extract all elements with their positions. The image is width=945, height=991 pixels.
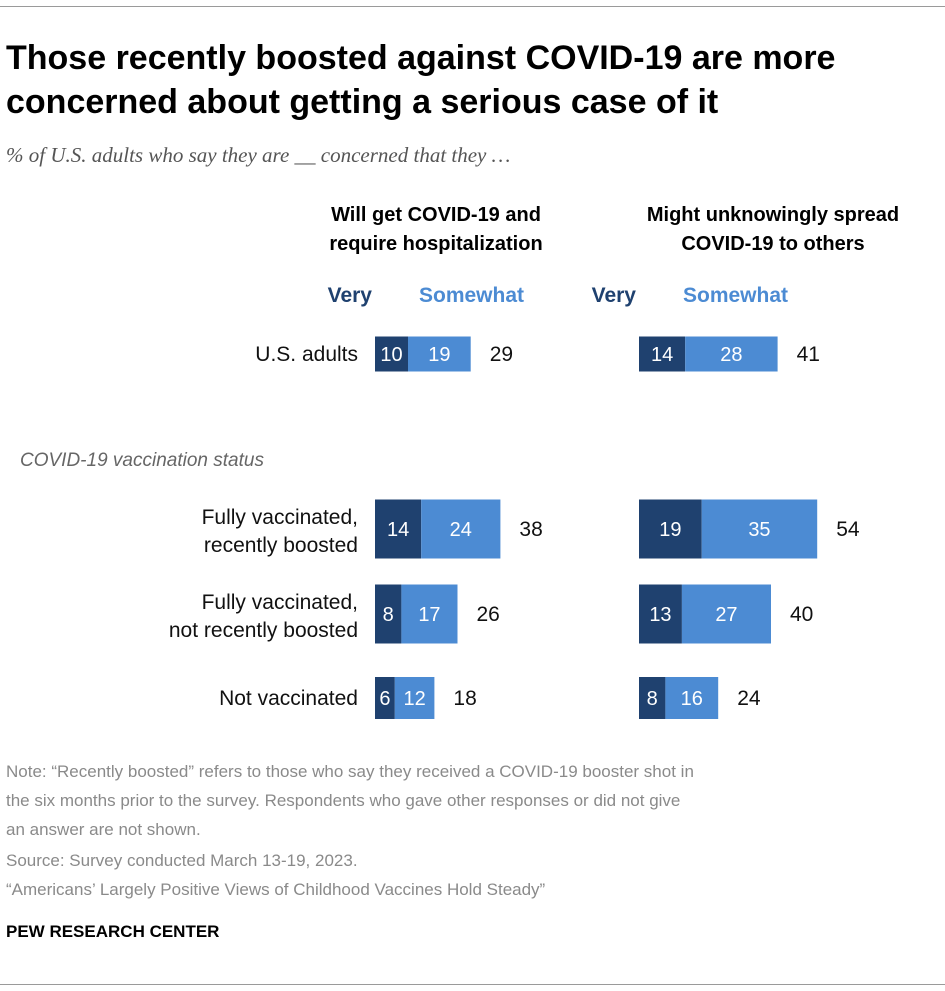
label-very-row-1-panel-1: 10 [380, 344, 402, 366]
label-net-row-3-panel-2: 40 [790, 603, 813, 626]
label-very-row-2-panel-2: 19 [659, 519, 681, 541]
bar-somewhat-row-1-panel-2 [685, 336, 778, 372]
label-somewhat-row-3-panel-1: 17 [418, 604, 440, 626]
label-somewhat-row-4-panel-1: 12 [403, 688, 425, 710]
bar-somewhat-row-4-panel-1 [394, 677, 435, 719]
label-net-row-1-panel-2: 41 [797, 343, 820, 366]
legend-somewhat-1: Somewhat [419, 284, 524, 307]
legend-very-2: Very [592, 284, 637, 307]
note-line-3: an answer are not shown. [6, 820, 201, 839]
chart-title: Those recently boosted against COVID-19 … [6, 39, 836, 121]
bar-somewhat-row-3-panel-1 [401, 584, 458, 644]
panel-title-2-line-1: Might unknowingly spread [647, 204, 899, 226]
label-very-row-3-panel-2: 13 [649, 604, 671, 626]
label-very-row-3-panel-1: 8 [383, 604, 394, 626]
label-somewhat-row-3-panel-2: 27 [715, 604, 737, 626]
bar-very-row-1-panel-2 [639, 336, 686, 372]
label-very-row-1-panel-2: 14 [651, 344, 673, 366]
bar-somewhat-row-1-panel-1 [408, 336, 471, 372]
source-note: Source: Survey conducted March 13-19, 20… [6, 851, 358, 870]
bar-very-row-4-panel-1 [375, 677, 395, 719]
label-very-row-4-panel-2: 8 [647, 688, 658, 710]
note-line-2: the six months prior to the survey. Resp… [6, 791, 681, 810]
bar-very-row-3-panel-2 [639, 584, 682, 644]
report-title: “Americans’ Largely Positive Views of Ch… [6, 880, 546, 899]
row-label-4-line-1: Not vaccinated [219, 687, 358, 710]
label-net-row-1-panel-1: 29 [490, 343, 513, 366]
top-rule [0, 6, 945, 7]
bar-very-row-4-panel-2 [639, 677, 666, 719]
row-label-2-line-1: Fully vaccinated, [202, 506, 358, 529]
label-net-row-2-panel-1: 38 [519, 518, 542, 541]
bar-somewhat-row-2-panel-2 [701, 499, 818, 559]
label-net-row-4-panel-2: 24 [737, 687, 761, 710]
label-somewhat-row-1-panel-1: 19 [428, 344, 450, 366]
bar-very-row-3-panel-1 [375, 584, 402, 644]
label-net-row-4-panel-1: 18 [453, 687, 476, 710]
label-very-row-4-panel-1: 6 [379, 688, 390, 710]
row-label-3-line-2: not recently boosted [169, 619, 358, 642]
panel-title-1-line-1: Will get COVID-19 and [331, 204, 541, 226]
row-label-1-line-1: U.S. adults [255, 343, 358, 366]
label-somewhat-row-1-panel-2: 28 [720, 344, 742, 366]
bottom-rule [0, 984, 945, 985]
chart-subtitle: % of U.S. adults who say they are __ con… [6, 143, 511, 167]
label-net-row-2-panel-2: 54 [836, 518, 860, 541]
label-somewhat-row-4-panel-2: 16 [681, 688, 703, 710]
bar-very-row-1-panel-1 [375, 336, 408, 372]
pew-research-center-logo: PEW RESEARCH CENTER [6, 922, 220, 941]
row-label-2-line-2: recently boosted [204, 534, 358, 557]
bar-very-row-2-panel-1 [375, 499, 422, 559]
label-very-row-2-panel-1: 14 [387, 519, 409, 541]
legend-very-1: Very [328, 284, 373, 307]
row-label-3-line-1: Fully vaccinated, [202, 591, 358, 614]
label-somewhat-row-2-panel-1: 24 [450, 519, 472, 541]
panel-title-1-line-2: require hospitalization [329, 233, 542, 255]
bar-somewhat-row-4-panel-2 [665, 677, 719, 719]
bar-somewhat-row-3-panel-2 [681, 584, 771, 644]
legend-somewhat-2: Somewhat [683, 284, 788, 307]
bar-very-row-2-panel-2 [639, 499, 702, 559]
stacked-bar-chart: Will get COVID-19 and require hospitaliza… [20, 204, 899, 719]
section-label: COVID-19 vaccination status [20, 450, 264, 471]
note-line-1: Note: “Recently boosted” refers to those… [6, 762, 694, 781]
label-somewhat-row-2-panel-2: 35 [748, 519, 770, 541]
bar-somewhat-row-2-panel-1 [421, 499, 501, 559]
panel-title-2-line-2: COVID-19 to others [681, 233, 864, 255]
label-net-row-3-panel-1: 26 [477, 603, 500, 626]
